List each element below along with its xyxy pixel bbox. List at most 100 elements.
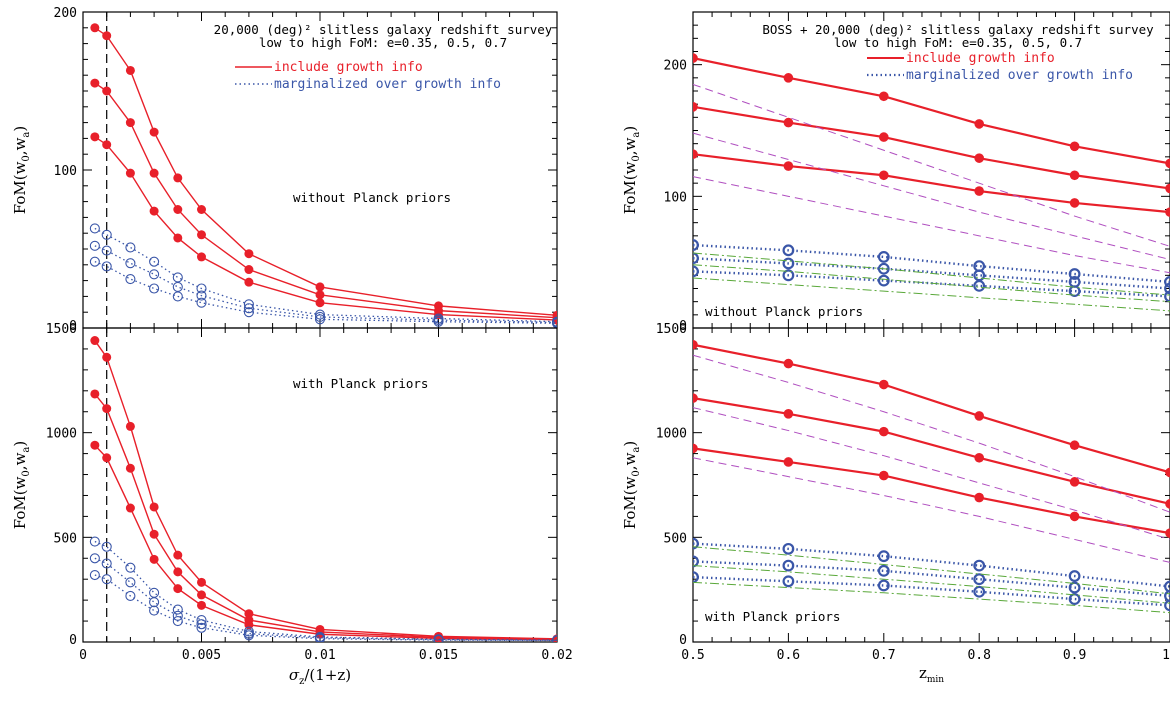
data-point-open <box>693 537 699 550</box>
data-point-filled <box>102 140 112 150</box>
y-tick-label: 1500 <box>46 322 77 337</box>
data-point-open <box>89 553 100 564</box>
data-point-open <box>1068 581 1081 594</box>
data-point-open <box>877 564 890 577</box>
series-line-dashed <box>693 354 1170 513</box>
data-point-filled <box>783 73 794 83</box>
data-point-open <box>89 256 100 267</box>
panel-top-right: 0 100 200 FoM(w0,wa) BOSS + 20,000 (deg)² sl… <box>621 11 1170 334</box>
data-point-open <box>101 558 112 569</box>
data-point-open <box>551 635 557 642</box>
data-point-open <box>89 536 100 547</box>
data-point-open <box>149 256 160 267</box>
data-point-filled <box>1165 183 1170 194</box>
series-line-marginalized <box>94 540 557 641</box>
series-line-growth <box>94 393 557 641</box>
data-point-filled <box>1069 440 1080 451</box>
series-line-marginalized <box>693 560 1170 598</box>
series-line-marginalized <box>693 243 1170 284</box>
data-point-open <box>973 585 986 598</box>
data-point-open <box>89 223 100 234</box>
data-point-open <box>314 314 326 325</box>
data-point-filled <box>1165 207 1170 217</box>
plot-frame <box>692 327 1170 643</box>
x-tick-label: 0.5 <box>681 648 704 663</box>
x-tick-label: 0.01 <box>304 648 335 663</box>
data-point-filled <box>197 252 206 262</box>
y-axis-label: FoM(w0,wa) <box>11 441 32 529</box>
data-layer <box>89 12 557 328</box>
data-point-filled <box>125 421 135 431</box>
data-point-filled <box>125 118 135 128</box>
data-point-open <box>125 562 136 573</box>
data-point-filled <box>693 339 698 350</box>
data-point-filled <box>149 502 159 512</box>
series-line-dashdot <box>693 252 1170 296</box>
data-point-filled <box>434 310 443 320</box>
y-tick-label: 0 <box>679 319 687 334</box>
data-point-filled <box>244 277 254 287</box>
y-tick-label: 0 <box>69 633 77 648</box>
data-point-filled <box>197 205 206 214</box>
data-point-filled <box>974 411 984 421</box>
data-point-open <box>172 616 183 627</box>
data-point-filled <box>1165 499 1170 509</box>
data-point-open <box>101 245 112 256</box>
series-line-dashed <box>693 407 1170 540</box>
data-point-filled <box>149 168 159 178</box>
data-point-filled <box>197 230 206 240</box>
data-point-filled <box>102 86 112 96</box>
x-tick-label: 0 <box>79 648 87 663</box>
data-point-filled <box>173 550 183 560</box>
data-point-open <box>973 279 986 292</box>
data-point-open <box>973 573 986 586</box>
data-point-open <box>782 542 795 555</box>
legend-label: marginalized over growth info <box>906 68 1133 83</box>
data-point-open <box>877 250 890 263</box>
data-point-filled <box>693 149 698 159</box>
data-point-filled <box>197 577 206 587</box>
data-point-filled <box>974 119 984 129</box>
data-point-open <box>1068 285 1081 298</box>
data-point-open <box>782 269 795 282</box>
panel-top-left: 0 100 200 FoM(w0,wa) 20,000 (deg)² slitless … <box>11 6 558 334</box>
series-line-dashdot <box>693 565 1170 604</box>
series-line-growth <box>94 27 557 317</box>
data-point-filled <box>102 404 112 414</box>
legend-label: include growth info <box>274 60 423 75</box>
data-point-open <box>782 244 795 257</box>
data-point-open <box>149 283 160 294</box>
legend-label: marginalized over growth info <box>274 77 501 92</box>
series-line-growth <box>94 340 557 640</box>
series-line-dashdot <box>693 277 1170 312</box>
x-axis-label: zmin <box>919 664 944 685</box>
series-line-marginalized <box>94 227 557 323</box>
data-point-open <box>101 541 112 552</box>
x-tick-label: 0.6 <box>777 648 800 663</box>
series-line-dashed <box>693 83 1170 247</box>
data-point-filled <box>125 168 135 178</box>
data-point-open <box>693 555 699 568</box>
data-point-open <box>1068 268 1081 280</box>
panel-title: 20,000 (deg)² slitless galaxy redshift s… <box>214 22 553 37</box>
series-line-dashed <box>693 176 1170 274</box>
panel-bottom-right: 0 500 1000 1500 0.5 0.6 0.7 0.8 0.9 1 FoM(w0,wa) zm… <box>621 322 1170 685</box>
series-line-growth <box>693 343 1170 474</box>
data-point-filled <box>693 53 698 63</box>
data-point-filled <box>974 186 984 196</box>
y-tick-label: 500 <box>664 531 687 546</box>
data-point-open <box>125 273 136 285</box>
series-line-growth <box>693 447 1170 535</box>
data-point-filled <box>244 265 254 275</box>
series-line-marginalized <box>94 245 557 324</box>
data-point-filled <box>1069 170 1080 181</box>
data-point-filled <box>879 170 889 181</box>
data-point-open <box>877 274 890 287</box>
data-point-open <box>149 587 160 598</box>
data-point-open <box>125 242 136 253</box>
data-point-open <box>125 577 136 588</box>
data-point-open <box>973 559 986 572</box>
data-point-open <box>693 239 699 251</box>
y-tick-label: 500 <box>54 531 77 546</box>
panel-title: low to high FoM: e=0.35, 0.5, 0.7 <box>259 35 507 50</box>
